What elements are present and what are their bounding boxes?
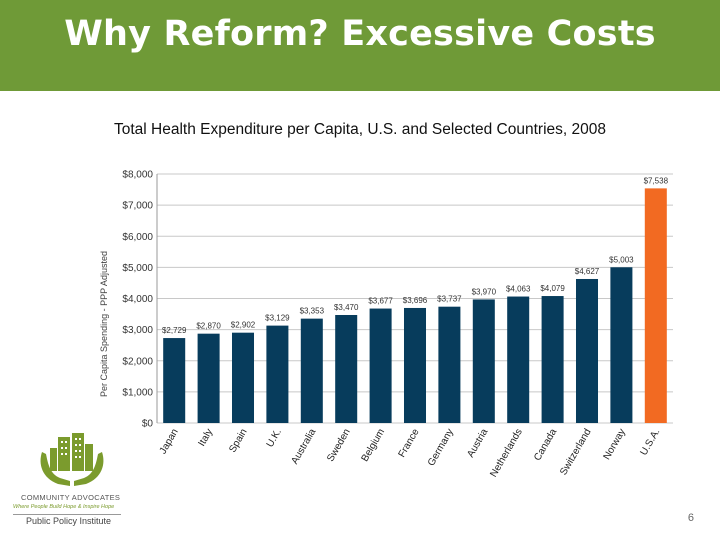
bar-u-s-a [644, 188, 667, 423]
bar-netherlands [507, 296, 530, 423]
y-tick-label: $5,000 [122, 263, 153, 274]
value-label: $2,902 [231, 321, 256, 330]
value-label: $3,970 [472, 287, 497, 296]
category-label: U.S.A. [638, 427, 662, 458]
y-tick-label: $4,000 [122, 294, 153, 305]
y-axis-label: Per Capita Spending - PPP Adjusted [99, 251, 109, 397]
logo-name: COMMUNITY ADVOCATES [21, 493, 121, 502]
category-label: U.K. [265, 427, 284, 449]
category-label: Norway [602, 427, 628, 462]
category-label: Australia [289, 427, 318, 467]
bar-canada [541, 296, 564, 423]
hands-icon [40, 452, 104, 486]
chart-panel: $0 $1,000 $2,000 $3,000 $4,000 $5,000 $6,000 $7… [97, 166, 678, 482]
y-tick-label: $7,000 [122, 201, 153, 212]
bar-austria [472, 299, 495, 423]
value-label: $3,696 [403, 296, 428, 305]
y-tick-label: $8,000 [122, 170, 153, 181]
value-label: $7,538 [644, 176, 669, 185]
category-label: Italy [196, 427, 215, 448]
category-label: Spain [227, 427, 249, 455]
value-labels: $2,729 $2,870 $2,902 $3,129 $3,353 $3,470 $3,6… [162, 176, 669, 335]
category-label: Austria [465, 427, 490, 460]
y-axis: $0 $1,000 $2,000 $3,000 $4,000 $5,000 $6,000 $7… [122, 170, 158, 430]
bar-italy [197, 333, 220, 423]
community-advocates-logo [40, 433, 104, 486]
y-tick-label: $0 [142, 419, 154, 430]
y-tick-label: $2,000 [122, 356, 153, 367]
bar-u-k [266, 325, 289, 423]
value-label: $2,729 [162, 326, 187, 335]
value-label: $4,079 [540, 284, 565, 293]
category-label: Belgium [360, 427, 388, 464]
bar-france [403, 307, 427, 423]
bar-switzerland [575, 278, 599, 423]
category-label: Canada [532, 427, 559, 463]
category-labels: Japan Italy Spain U.K. Australia Sweden Belgiu… [158, 427, 663, 480]
bar-japan [163, 338, 186, 423]
value-label: $3,677 [368, 297, 393, 306]
category-label: Netherlands [488, 427, 524, 479]
bar-chart: $0 $1,000 $2,000 $3,000 $4,000 $5,000 $6,000 $7… [99, 170, 673, 480]
title-banner: Why Reform? Excessive Costs [0, 0, 720, 91]
category-label: Sweden [325, 427, 353, 464]
value-label: $3,737 [437, 295, 462, 304]
bar-norway [610, 267, 633, 423]
logo-tagline: Where People Build Hope & Inspire Hope [13, 504, 115, 510]
category-label: Switzerland [558, 427, 593, 477]
logo-divider [13, 514, 121, 515]
logo-subtitle: Public Policy Institute [26, 516, 112, 526]
y-tick-label: $6,000 [122, 232, 153, 243]
value-label: $4,063 [506, 285, 531, 294]
chart-subtitle: Total Health Expenditure per Capita, U.S… [114, 121, 606, 138]
bar-australia [300, 318, 323, 423]
value-label: $3,353 [300, 307, 325, 316]
page-number: 6 [687, 512, 694, 524]
building-icon [50, 433, 93, 471]
bar-spain [231, 332, 255, 423]
slide-title: Why Reform? Excessive Costs [64, 14, 656, 54]
value-label: $2,870 [196, 322, 221, 331]
value-label: $3,470 [334, 303, 359, 312]
y-tick-label: $1,000 [122, 387, 153, 398]
bar-sweden [335, 314, 358, 423]
bar-belgium [369, 308, 392, 423]
y-tick-label: $3,000 [122, 325, 153, 336]
value-label: $3,129 [265, 314, 290, 323]
bars [163, 188, 667, 423]
category-label: Germany [426, 427, 456, 468]
category-label: Japan [158, 427, 181, 456]
bar-germany [438, 306, 461, 423]
category-label: France [397, 427, 422, 460]
value-label: $5,003 [609, 255, 634, 264]
value-label: $4,627 [575, 267, 600, 276]
